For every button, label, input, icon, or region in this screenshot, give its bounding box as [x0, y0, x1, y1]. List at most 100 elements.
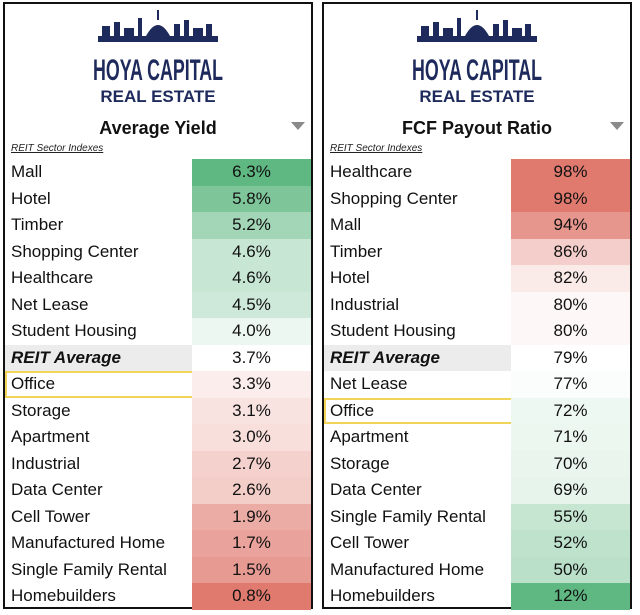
- yield-table: Mall 6.3% Hotel 5.8% Timber 5.2% Shopping Cent…: [5, 159, 311, 610]
- value-cell: 70%: [511, 450, 630, 477]
- sector-label: Healthcare: [330, 162, 413, 181]
- value-cell: 86%: [511, 238, 630, 265]
- sector-label: REIT Average: [11, 347, 121, 367]
- table-row: Industrial 2.7%: [5, 450, 311, 477]
- value-cell: 4.6%: [192, 265, 311, 292]
- skyline-icon: [98, 10, 218, 42]
- sector-label: Industrial: [330, 294, 399, 314]
- table-row: Mall 6.3%: [5, 159, 311, 186]
- svg-text:HOYA CAPITAL: HOYA CAPITAL: [412, 54, 542, 87]
- sector-label: Hotel: [11, 188, 51, 208]
- value-label: 4.0%: [232, 321, 271, 340]
- value-cell: 4.6%: [192, 238, 311, 265]
- sector-label: Manufactured Home: [330, 559, 485, 579]
- value-cell: 82%: [511, 265, 630, 292]
- value-label: 2.6%: [232, 480, 271, 499]
- table-row: Homebuilders 0.8%: [5, 583, 311, 610]
- value-label: 3.1%: [232, 400, 271, 420]
- value-cell: 2.7%: [192, 450, 311, 477]
- table-subheader: REIT Sector Indexes: [11, 143, 104, 154]
- table-subheader: REIT Sector Indexes: [330, 143, 423, 154]
- dropdown-arrow-icon[interactable]: [291, 122, 305, 130]
- value-label: 94%: [553, 215, 588, 234]
- skyline-icon: [417, 10, 537, 42]
- sector-label: Industrial: [11, 453, 80, 473]
- table-row: Apartment 3.0%: [5, 424, 311, 451]
- value-label: 5.2%: [232, 215, 271, 234]
- value-cell: 80%: [511, 291, 630, 318]
- sector-label: Storage: [330, 453, 390, 473]
- value-label: 80%: [553, 294, 588, 314]
- value-cell: 3.1%: [192, 397, 311, 424]
- value-cell: 0.8%: [192, 583, 311, 610]
- table-row: Hotel 82%: [324, 265, 630, 292]
- table-row: Timber 5.2%: [5, 212, 311, 239]
- table-row: Data Center 69%: [324, 477, 630, 504]
- table-row: Shopping Center 4.6%: [5, 238, 311, 265]
- value-label: 55%: [553, 506, 588, 526]
- value-label: 69%: [553, 480, 588, 499]
- value-cell: 52%: [511, 530, 630, 557]
- value-cell: 1.9%: [192, 503, 311, 530]
- value-cell: 1.7%: [192, 530, 311, 557]
- value-cell: 71%: [511, 424, 630, 451]
- value-label: 70%: [553, 453, 588, 473]
- value-label: 98%: [553, 188, 588, 208]
- sector-label: Shopping Center: [330, 188, 458, 208]
- table-row: Healthcare 98%: [324, 159, 630, 186]
- panel-title: Average Yield: [99, 118, 217, 138]
- table-row: Cell Tower 1.9%: [5, 503, 311, 530]
- value-cell: 3.7%: [192, 344, 311, 371]
- highlighted-row: Office 3.3%: [5, 371, 311, 398]
- value-label: 52%: [553, 533, 588, 552]
- sector-label: Office: [330, 400, 375, 420]
- value-label: 2.7%: [232, 453, 271, 473]
- sector-label: Timber: [11, 215, 64, 234]
- value-label: 50%: [553, 559, 588, 579]
- sector-label: Net Lease: [330, 374, 408, 393]
- table-row: Net Lease 77%: [324, 371, 630, 398]
- table-row: Healthcare 4.6%: [5, 265, 311, 292]
- sector-label: Student Housing: [330, 321, 456, 340]
- sector-label: Storage: [11, 400, 71, 420]
- svg-text:REAL ESTATE: REAL ESTATE: [100, 87, 215, 106]
- sector-label: Apartment: [11, 427, 90, 446]
- dropdown-arrow-icon[interactable]: [610, 122, 624, 130]
- value-cell: 5.8%: [192, 185, 311, 212]
- value-label: 0.8%: [232, 586, 271, 605]
- sector-label: Net Lease: [11, 294, 89, 314]
- average-yield-panel: HOYA CAPITAL REAL ESTATE Average Yield R…: [3, 2, 313, 610]
- table-row: Storage 70%: [324, 450, 630, 477]
- sector-label: Data Center: [330, 480, 422, 499]
- value-label: 6.3%: [232, 162, 271, 181]
- value-label: 4.6%: [232, 241, 271, 261]
- table-row: Apartment 71%: [324, 424, 630, 451]
- value-label: 3.7%: [232, 347, 271, 367]
- table-row: Single Family Rental 55%: [324, 503, 630, 530]
- value-label: 12%: [553, 586, 588, 605]
- sector-label: Mall: [11, 162, 43, 181]
- sector-label: REIT Average: [330, 347, 440, 367]
- table-row: Homebuilders 12%: [324, 583, 630, 610]
- table-row: Manufactured Home 1.7%: [5, 530, 311, 557]
- value-label: 1.7%: [232, 533, 271, 552]
- table-row: Industrial 80%: [324, 291, 630, 318]
- average-row-shading: [5, 344, 192, 371]
- sector-label: Timber: [330, 241, 383, 261]
- sector-label: Single Family Rental: [330, 506, 486, 526]
- highlighted-row: Office 72%: [324, 397, 630, 424]
- value-label: 98%: [553, 162, 588, 181]
- sector-label: Shopping Center: [11, 241, 139, 261]
- panel-title: FCF Payout Ratio: [401, 118, 552, 138]
- sector-label: Apartment: [330, 427, 409, 446]
- value-cell: 6.3%: [192, 159, 311, 186]
- value-cell: 77%: [511, 371, 630, 398]
- table-row: Net Lease 4.5%: [5, 291, 311, 318]
- value-label: 1.5%: [232, 559, 271, 579]
- value-label: 3.0%: [232, 427, 271, 446]
- sector-label: Cell Tower: [330, 533, 410, 552]
- value-cell: 69%: [511, 477, 630, 504]
- value-label: 5.8%: [232, 188, 271, 208]
- table-row: Mall 94%: [324, 212, 630, 239]
- table-row: Storage 3.1%: [5, 397, 311, 424]
